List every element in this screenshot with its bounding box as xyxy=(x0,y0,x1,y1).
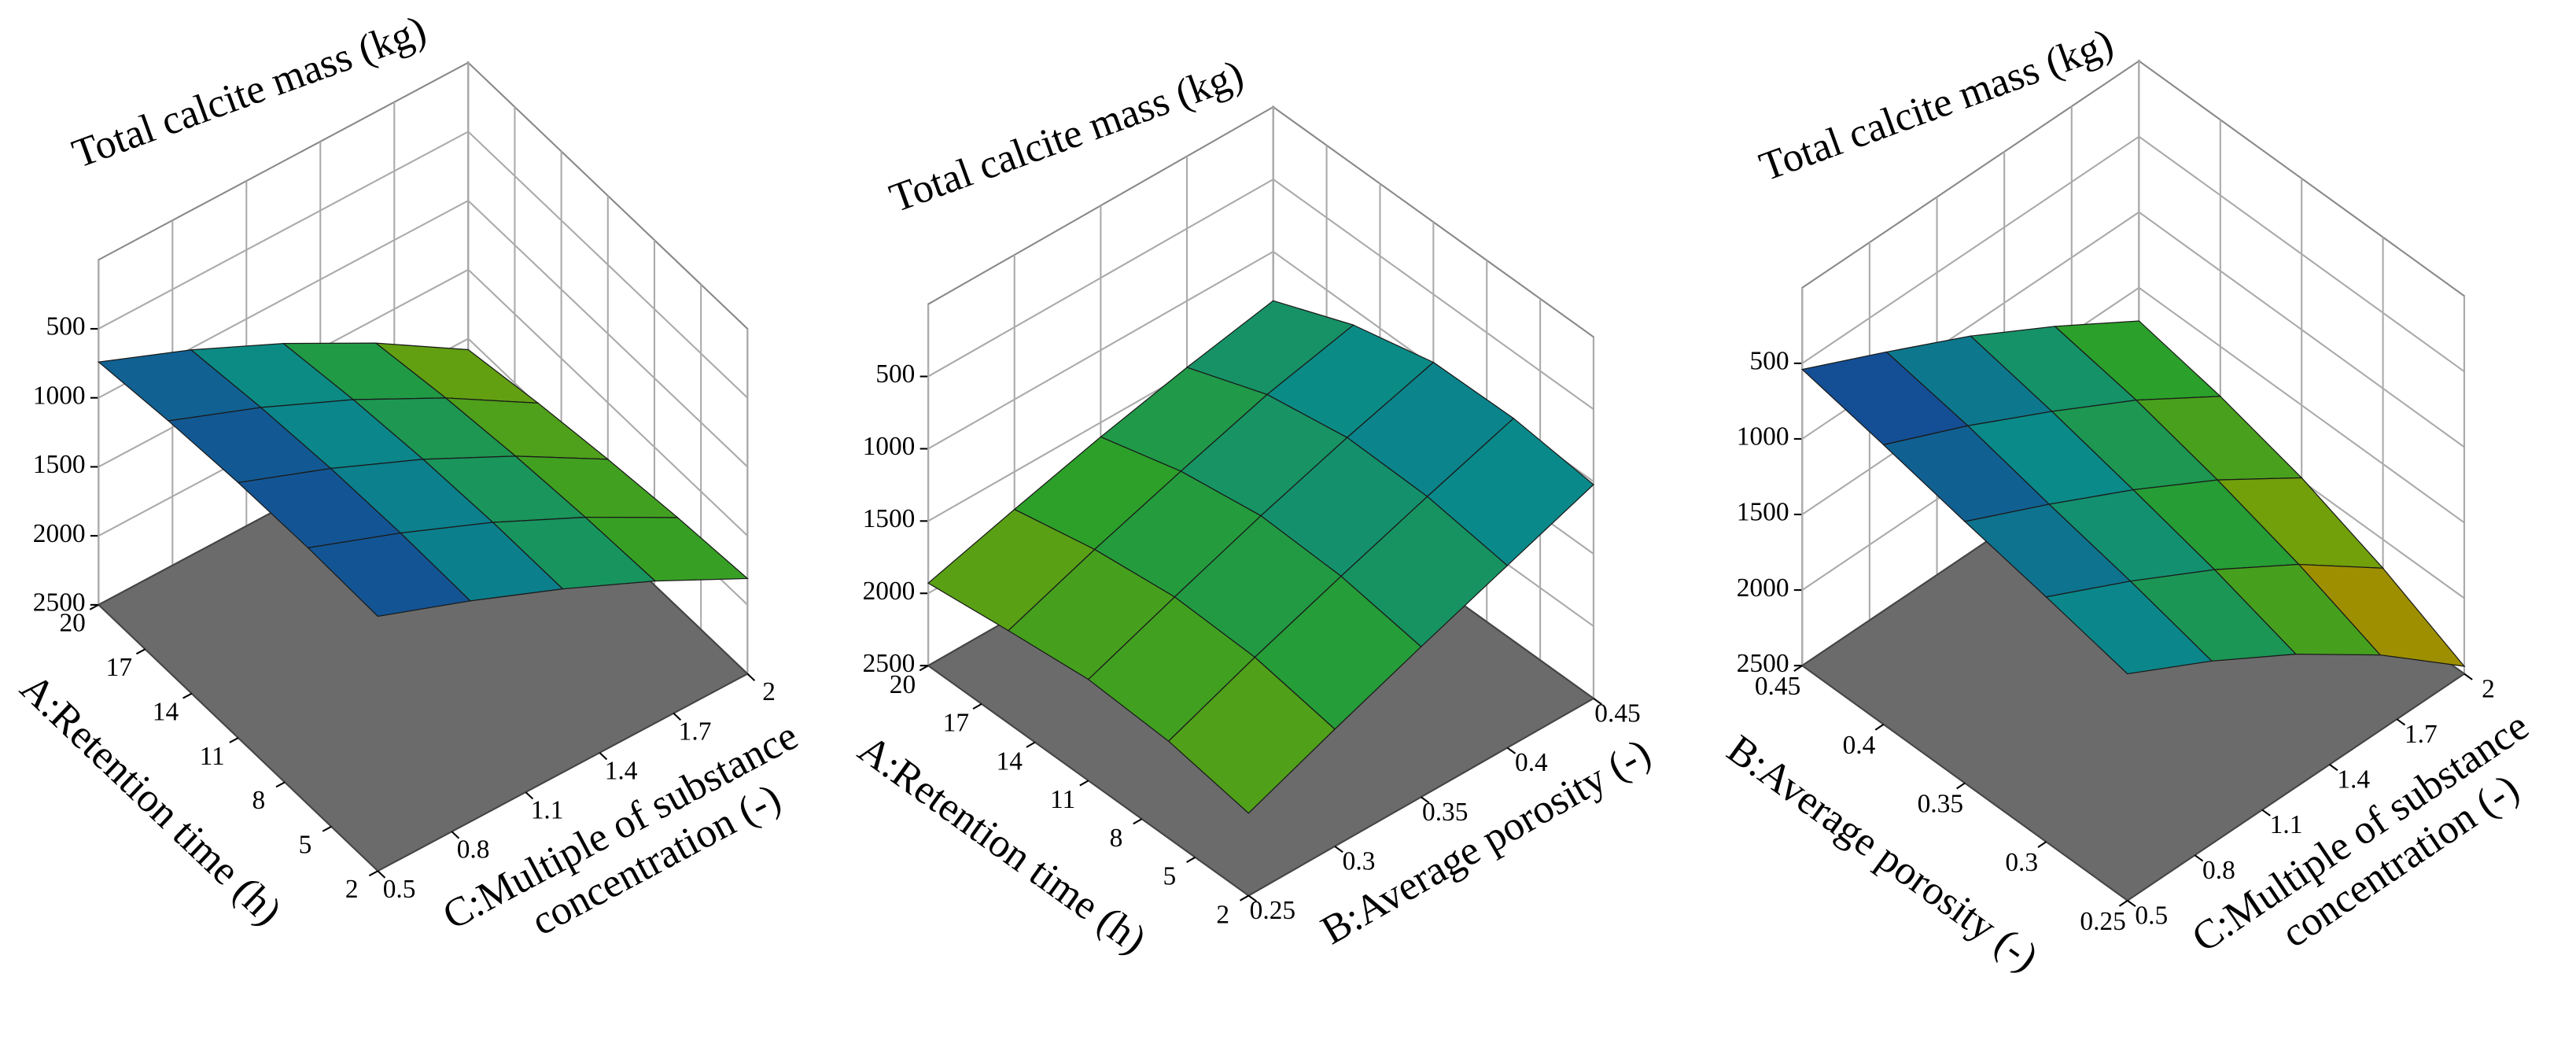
left-tick-label: 2 xyxy=(1216,900,1229,929)
left-tick-label: 17 xyxy=(106,653,132,682)
left-tick-mark xyxy=(229,737,239,743)
right-tick-label: 0.8 xyxy=(2202,856,2235,885)
left-tick-label: 17 xyxy=(943,709,969,738)
surface-cell xyxy=(2045,581,2213,675)
left-tick-mark xyxy=(135,648,146,655)
right-tick-mark xyxy=(377,870,386,879)
right-tick-mark xyxy=(1593,698,1602,706)
left-tick-mark xyxy=(1079,780,1089,787)
right-tick-label: 0.45 xyxy=(1594,699,1640,728)
right-tick-label: 1.1 xyxy=(531,796,564,825)
surface-chart: 500 1000 1500 2000 2500 0.25 0.3 0.35 0.4 0.45 0.5… xyxy=(1719,20,2537,980)
z-tick-label: 500 xyxy=(875,359,915,389)
right-tick-label: 1.7 xyxy=(2405,720,2438,749)
left-tick-mark xyxy=(2037,841,2047,849)
z-tick-label: 1000 xyxy=(1737,422,1789,452)
left-tick-mark xyxy=(919,665,929,672)
right-tick-label: 0.35 xyxy=(1422,798,1468,827)
z-tick-label: 2500 xyxy=(1737,649,1789,678)
left-tick-label: 2 xyxy=(345,875,359,904)
right-tick-label: 1.4 xyxy=(2337,765,2370,794)
right-tick-label: 2 xyxy=(762,677,776,706)
z-tick-label: 500 xyxy=(1749,347,1789,376)
z-tick-label: 500 xyxy=(46,312,86,341)
left-tick-mark xyxy=(972,702,982,710)
left-tick-label: 14 xyxy=(997,747,1023,776)
left-tick-label: 20 xyxy=(59,609,85,638)
right-tick-mark xyxy=(451,831,460,839)
z-tick-label: 2000 xyxy=(863,577,916,606)
left-tick-label: 11 xyxy=(200,742,225,771)
right-tick-label: 1.1 xyxy=(2270,810,2303,839)
right-tick-mark xyxy=(1334,846,1343,853)
z-tick-label: 1000 xyxy=(33,381,86,410)
left-tick-mark xyxy=(1133,818,1143,825)
left-tick-mark xyxy=(1793,665,1803,673)
right-tick-mark xyxy=(2464,673,2473,680)
z-tick-label: 2500 xyxy=(33,588,86,618)
right-tick-mark xyxy=(2194,854,2204,862)
surface-chart: 500 1000 1500 2000 2500 2 5 8 11 14 17 20 0.25 0.3 0.3… xyxy=(850,51,1659,963)
left-tick-mark xyxy=(1239,894,1249,901)
right-tick-label: 0.5 xyxy=(383,875,416,904)
right-tick-mark xyxy=(2396,718,2406,726)
right-tick-mark xyxy=(2329,764,2338,772)
left-tick-label: 0.3 xyxy=(2005,848,2038,877)
z-tick-label: 1500 xyxy=(33,450,86,479)
surface-cell xyxy=(307,532,472,618)
right-tick-mark xyxy=(2261,809,2271,817)
left-tick-label: 0.25 xyxy=(2080,907,2125,936)
right-tick-label: 0.8 xyxy=(457,835,490,865)
z-tick-label: 1500 xyxy=(863,504,916,533)
right-tick-label: 0.4 xyxy=(1515,748,1548,777)
right-tick-mark xyxy=(1506,747,1516,754)
left-tick-mark xyxy=(182,692,193,699)
right-tick-label: 1.4 xyxy=(605,756,638,785)
left-tick-label: 5 xyxy=(1163,862,1176,891)
left-tick-mark xyxy=(1026,741,1036,748)
z-tick-label: 1000 xyxy=(863,432,916,461)
right-tick-mark xyxy=(746,673,756,682)
right-tick-label: 2 xyxy=(2482,674,2495,703)
left-tick-label: 5 xyxy=(299,831,312,860)
right-tick-label: 0.25 xyxy=(1250,896,1295,925)
surface-cell xyxy=(1167,656,1336,814)
right-tick-label: 1.7 xyxy=(679,717,712,746)
right-tick-label: 0.3 xyxy=(1343,847,1376,876)
z-tick-label: 2500 xyxy=(863,649,916,678)
left-tick-label: 8 xyxy=(1110,824,1123,853)
left-tick-mark xyxy=(1956,782,1966,790)
right-tick-mark xyxy=(599,752,608,761)
surface-chart: 500 1000 1500 2000 2500 2 5 8 11 14 17 20 0.5 0.8 1.1 1… xyxy=(12,7,805,945)
left-tick-label: 11 xyxy=(1050,785,1075,814)
left-tick-label: 0.4 xyxy=(1843,731,1876,760)
right-tick-mark xyxy=(673,712,682,721)
left-tick-mark xyxy=(1186,856,1196,863)
left-tick-label: 14 xyxy=(153,697,179,726)
left-tick-mark xyxy=(275,781,286,788)
z-tick-label: 2000 xyxy=(33,519,86,548)
left-tick-mark xyxy=(322,825,332,832)
left-tick-label: 20 xyxy=(890,670,916,699)
left-tick-mark xyxy=(2118,899,2128,907)
left-tick-mark xyxy=(368,870,378,877)
right-tick-mark xyxy=(525,791,534,800)
left-tick-mark xyxy=(89,603,99,610)
right-tick-label: 0.5 xyxy=(2135,901,2168,931)
left-tick-label: 0.45 xyxy=(1755,672,1800,701)
right-tick-mark xyxy=(1247,894,1258,902)
left-tick-label: 0.35 xyxy=(1918,790,1963,819)
right-tick-mark xyxy=(2127,899,2136,908)
z-tick-label: 1500 xyxy=(1737,498,1789,527)
left-tick-mark xyxy=(1874,723,1885,731)
z-tick-label: 2000 xyxy=(1737,573,1789,603)
left-tick-label: 8 xyxy=(252,786,266,815)
right-tick-mark xyxy=(1421,796,1430,804)
